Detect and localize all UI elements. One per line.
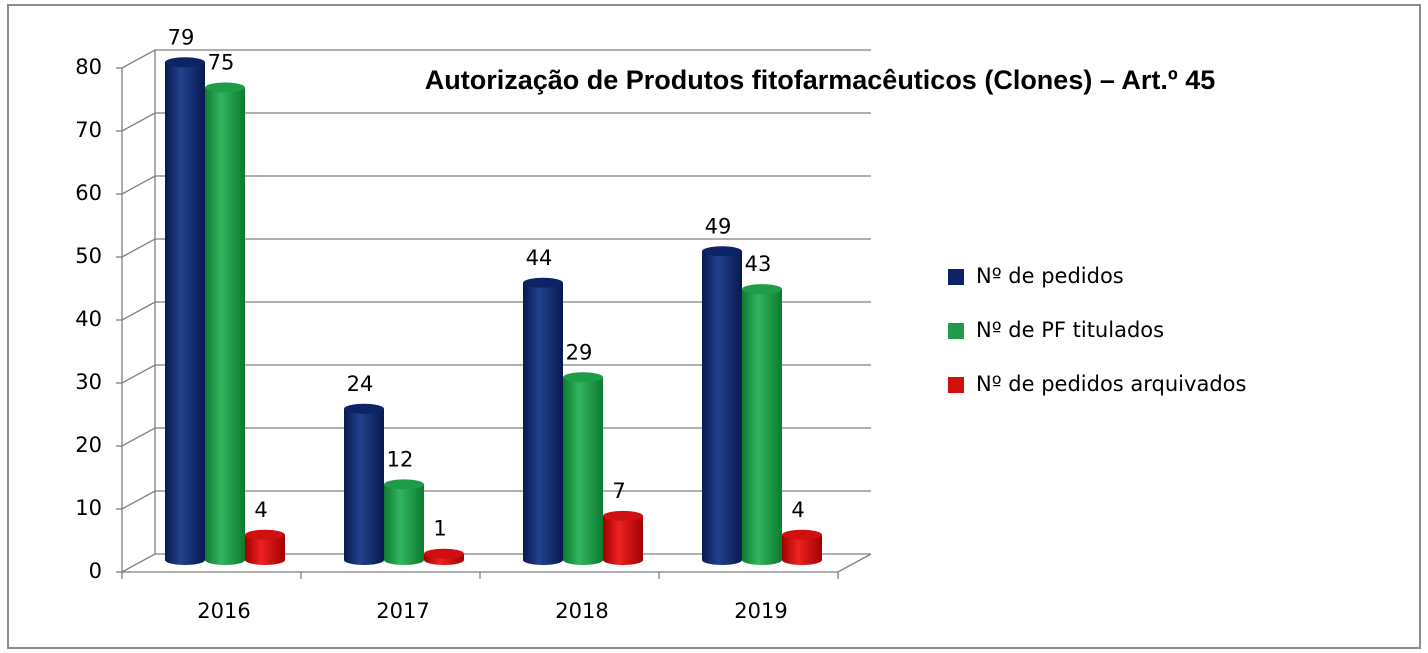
grid-line (121, 49, 871, 69)
bar (344, 408, 384, 565)
bar (782, 534, 822, 565)
bar (384, 484, 424, 565)
data-label: 1 (433, 517, 446, 541)
bar (603, 515, 643, 565)
x-tick-label: 2016 (197, 599, 250, 623)
x-tick-label: 2017 (376, 599, 429, 623)
chart-title: Autorização de Produtos fitofarmacêutico… (425, 65, 1216, 95)
y-tick-label: 10 (75, 496, 102, 520)
y-tick-label: 70 (75, 118, 102, 142)
bar-cap (563, 372, 603, 383)
data-label: 12 (387, 447, 414, 471)
grid-line (121, 490, 871, 510)
bar (165, 62, 205, 566)
data-label: 24 (347, 372, 374, 396)
data-label: 4 (254, 498, 267, 522)
bar-cap (344, 403, 384, 414)
grid-line (121, 112, 871, 132)
data-label: 4 (791, 498, 804, 522)
bar-cap (165, 57, 205, 68)
bar-cap (742, 284, 782, 295)
grid-line (121, 427, 871, 447)
data-label: 49 (705, 214, 732, 238)
y-tick-label: 80 (75, 55, 102, 79)
y-tick-label: 40 (75, 307, 102, 331)
y-tick-label: 50 (75, 244, 102, 268)
grid-line (121, 364, 871, 384)
legend-swatch (948, 323, 964, 339)
x-tick-label: 2019 (734, 599, 787, 623)
grid-line (121, 301, 871, 321)
bar-cap (782, 529, 822, 540)
data-label: 43 (745, 252, 772, 276)
grid-line (121, 175, 871, 195)
data-label: 79 (168, 25, 195, 49)
legend-label: Nº de pedidos (976, 264, 1124, 288)
bar (563, 377, 603, 565)
legend-swatch (948, 377, 964, 393)
bar (702, 251, 742, 566)
data-label: 29 (566, 340, 593, 364)
bar-cap (603, 510, 643, 521)
data-label: 7 (612, 479, 625, 503)
bar-cap (245, 529, 285, 540)
bar-cap (523, 277, 563, 288)
grid-line (121, 238, 871, 258)
data-label: 44 (526, 246, 553, 270)
y-tick-label: 60 (75, 181, 102, 205)
y-tick-label: 30 (75, 370, 102, 394)
bar-cap (702, 246, 742, 257)
legend-swatch (948, 269, 964, 285)
bar-cap (424, 548, 464, 559)
bar (245, 534, 285, 565)
bar-cap (384, 479, 424, 490)
bar (523, 282, 563, 565)
x-tick-label: 2018 (555, 599, 608, 623)
legend-label: Nº de pedidos arquivados (976, 372, 1246, 396)
data-label: 75 (208, 51, 235, 75)
bar-cap (205, 82, 245, 93)
bar (742, 289, 782, 565)
y-tick-label: 0 (89, 559, 102, 583)
legend-label: Nº de PF titulados (976, 318, 1164, 342)
bar (205, 87, 245, 565)
y-tick-label: 20 (75, 433, 102, 457)
